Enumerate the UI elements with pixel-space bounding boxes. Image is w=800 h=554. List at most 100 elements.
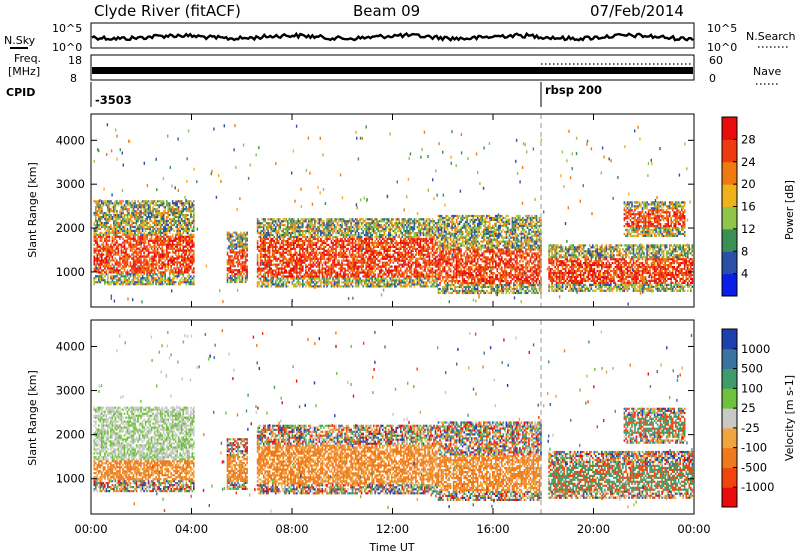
power-heatmap-cell [357, 273, 360, 276]
power-heatmap-cell [309, 255, 312, 258]
power-heatmap-cell [156, 269, 159, 272]
power-heatmap-cell [229, 241, 232, 244]
power-heatmap-cell [332, 237, 334, 241]
power-heatmap-cell [147, 263, 150, 266]
power-heatmap-cell [391, 269, 393, 272]
power-heatmap-cell [305, 265, 307, 268]
power-heatmap-cell [339, 226, 342, 229]
power-heatmap-cell [282, 235, 285, 239]
power-heatmap-cell [351, 220, 354, 223]
power-heatmap-cell [351, 275, 354, 278]
power-heatmap-cell [146, 235, 148, 238]
power-heatmap-cell [410, 279, 413, 282]
power-heatmap-cell [320, 283, 322, 286]
power-heatmap-cell [268, 234, 271, 237]
power-heatmap-cell [318, 273, 321, 276]
power-heatmap-cell [180, 255, 183, 258]
power-heatmap-cell [184, 249, 186, 252]
power-heatmap-cell [177, 229, 180, 232]
power-heatmap-cell [156, 216, 159, 219]
power-heatmap-cell [357, 226, 360, 229]
power-heatmap-cell [306, 224, 309, 227]
power-heatmap-cell [347, 273, 349, 276]
power-heatmap-cell [132, 271, 135, 274]
power-heatmap-cell [237, 239, 239, 242]
power-heatmap-cell [383, 230, 386, 233]
power-heatmap-cell [303, 255, 306, 258]
power-heatmap-cell [193, 281, 195, 284]
power-heatmap-cell [93, 281, 96, 284]
power-heatmap-cell [104, 259, 106, 262]
power-heatmap-cell [149, 229, 151, 232]
power-heatmap-cell [385, 241, 387, 245]
power-heatmap-cell [357, 245, 360, 248]
power-heatmap-cell [171, 214, 174, 217]
power-heatmap-cell [258, 222, 260, 225]
power-heatmap-cell [146, 219, 148, 223]
power-heatmap-cell [344, 251, 346, 254]
power-heatmap-cell [394, 228, 396, 231]
power-heatmap-cell [171, 281, 174, 284]
power-heatmap-cell [159, 279, 162, 282]
power-heatmap-cell [375, 224, 378, 227]
power-heatmap-cell [288, 237, 291, 241]
power-heatmap-cell [320, 245, 322, 248]
power-heatmap-cell [332, 283, 334, 286]
power-heatmap-cell [282, 232, 285, 235]
power-heatmap-cell [264, 251, 266, 254]
power-heatmap-cell [365, 261, 367, 264]
power-heatmap-cell [153, 257, 156, 260]
power-heatmap-cell [123, 204, 126, 207]
power-heatmap-cell [193, 267, 195, 270]
power-heatmap-cell [174, 212, 177, 215]
power-heatmap-cell [193, 249, 195, 252]
power-heatmap-cell [161, 227, 163, 230]
power-heatmap-cell [290, 277, 292, 280]
power-heatmap-cell [132, 281, 135, 284]
power-heatmap-cell [246, 275, 248, 278]
power-heatmap-cell [347, 230, 349, 233]
power-heatmap-cell [164, 263, 166, 266]
power-heatmap-cell [125, 221, 127, 225]
power-heatmap-cell [231, 247, 233, 250]
power-heatmap-cell [149, 239, 151, 242]
power-heatmap-cell [155, 277, 157, 280]
power-heatmap-cell [308, 218, 310, 221]
power-heatmap-cell [143, 202, 145, 205]
power-heatmap-cell [232, 257, 235, 260]
power-heatmap-cell [229, 243, 232, 246]
power-heatmap-cell [392, 261, 395, 264]
power-heatmap-cell [128, 235, 130, 238]
power-heatmap-cell [404, 235, 407, 239]
power-heatmap-cell [369, 273, 372, 276]
power-heatmap-cell [335, 249, 337, 252]
power-heatmap-cell [243, 243, 245, 246]
power-heatmap-cell [287, 232, 289, 235]
power-heatmap-cell [102, 221, 105, 225]
power-heatmap-cell [308, 263, 310, 266]
power-heatmap-cell [93, 237, 96, 240]
power-heatmap-cell [345, 257, 348, 260]
power-heatmap-cell [144, 227, 147, 230]
power-heatmap-cell [381, 230, 384, 233]
power-heatmap-cell [267, 237, 269, 241]
power-heatmap-cell [375, 228, 378, 231]
power-heatmap-cell [114, 225, 117, 229]
power-heatmap-cell [164, 269, 166, 272]
power-heatmap-cell [336, 271, 339, 274]
power-heatmap-cell [116, 281, 118, 284]
power-heatmap-cell [342, 281, 345, 284]
power-heatmap-cell [293, 285, 295, 288]
power-heatmap-cell [320, 247, 322, 250]
power-heatmap-cell [271, 263, 274, 266]
power-heatmap-cell [383, 273, 386, 276]
power-heatmap-cell [232, 261, 235, 264]
power-heatmap-cell [302, 269, 304, 272]
power-heatmap-cell [264, 218, 266, 221]
power-heatmap-cell [326, 251, 328, 254]
power-heatmap-cell [354, 253, 357, 256]
power-heatmap-cell [297, 220, 300, 223]
power-heatmap-cell [394, 232, 396, 235]
power-heatmap-cell [185, 263, 188, 266]
power-heatmap-cell [321, 265, 324, 268]
